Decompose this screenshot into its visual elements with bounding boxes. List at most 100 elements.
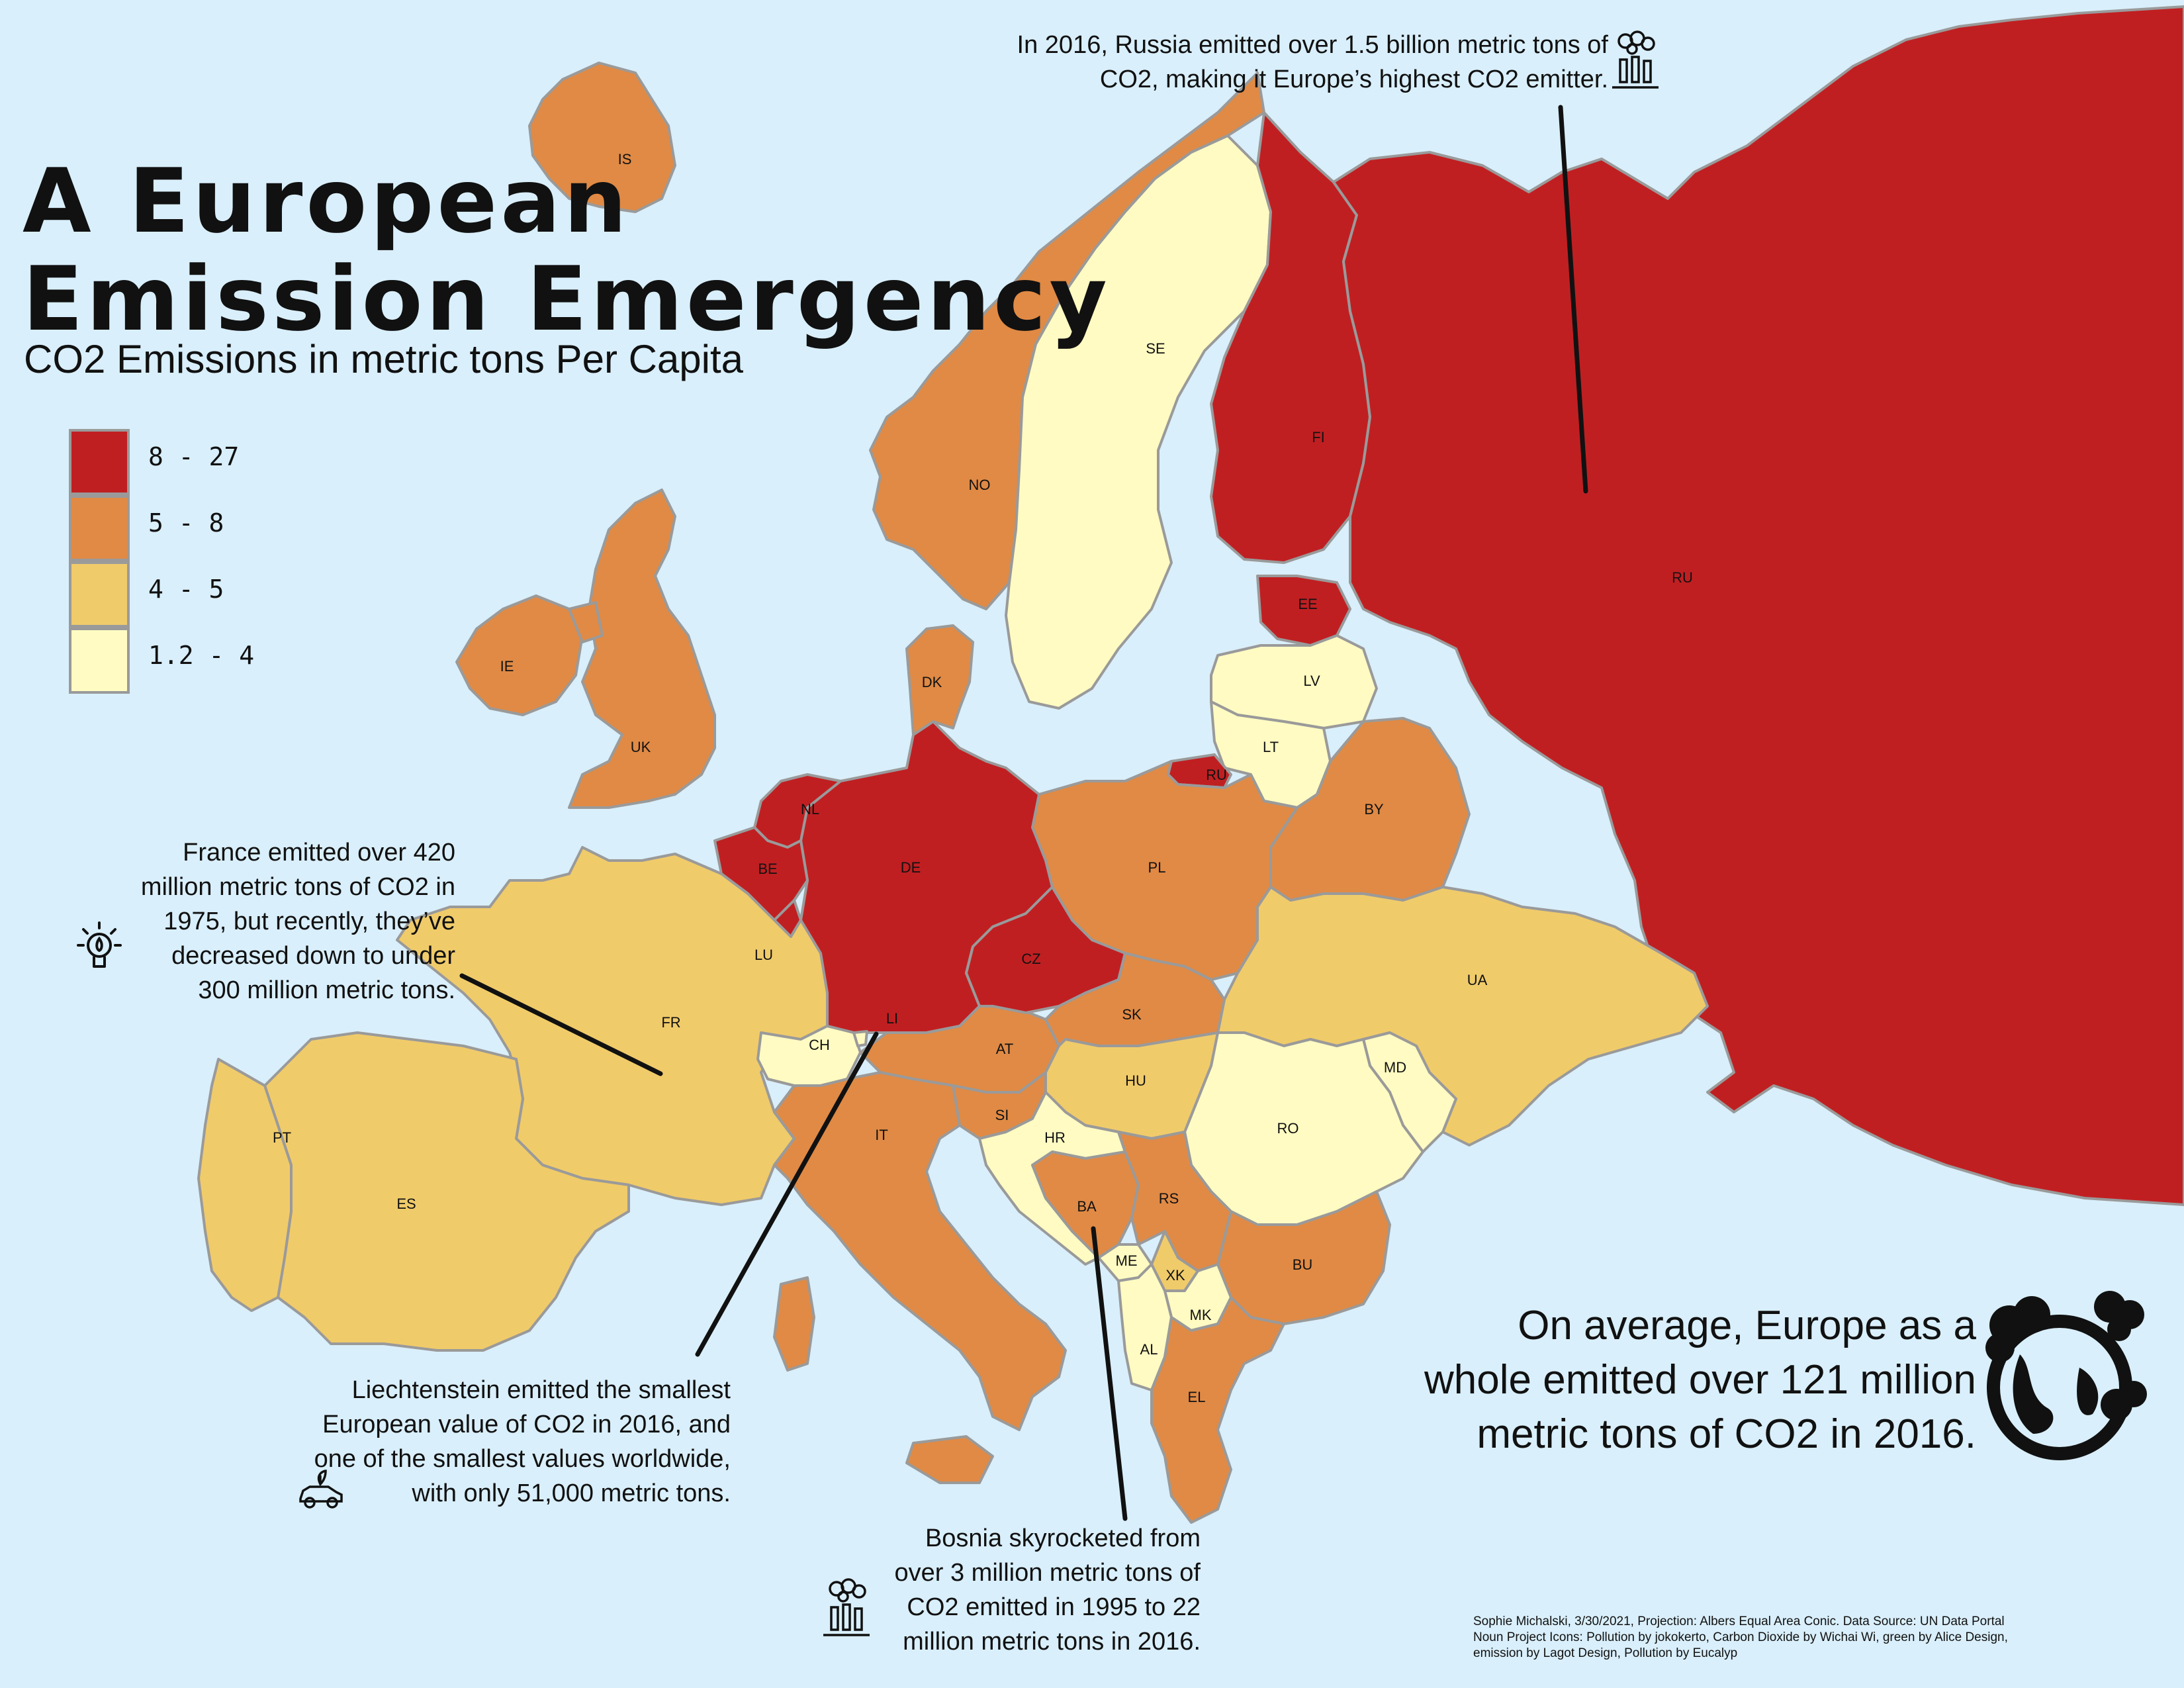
country-ru — [1332, 5, 2184, 1206]
annotation-line: European value of CO2 in 2016, and — [322, 1411, 731, 1438]
label-no: NO — [969, 477, 991, 493]
credits-line: emission by Lagot Design, Pollution by E… — [1473, 1646, 1738, 1660]
polluted-earth-icon — [1985, 1291, 2147, 1460]
leader-line-russia — [1558, 105, 1588, 494]
annotation-line: On average, Europe as a — [1518, 1303, 1976, 1348]
label-md: MD — [1384, 1059, 1406, 1076]
legend-label: 4 - 5 — [148, 575, 224, 604]
country-it — [773, 1071, 1067, 1431]
annotation-line: decreased down to under — [171, 942, 455, 970]
label-is: IS — [618, 151, 632, 167]
credits-line: Sophie Michalski, 3/30/2021, Projection:… — [1473, 1615, 2005, 1628]
annotation-line: with only 51,000 metric tons. — [412, 1479, 731, 1507]
label-lt: LT — [1263, 739, 1279, 755]
label-ru: RU — [1672, 569, 1693, 586]
factory-pollution-icon — [823, 1578, 870, 1636]
label-mk: MK — [1190, 1307, 1212, 1323]
annotation-line: CO2, making it Europe’s highest CO2 emit… — [1099, 66, 1608, 93]
label-si: SI — [995, 1107, 1009, 1123]
legend-swatch — [69, 495, 130, 561]
annotation-line: million metric tons of CO2 in — [140, 873, 455, 901]
annotation-line: 300 million metric tons. — [198, 976, 455, 1004]
country-ie — [455, 594, 584, 716]
russia-annotation: In 2016, Russia emitted over 1.5 billion… — [1017, 28, 1608, 97]
country-labels: IS NO SE FI RU EE LV LT RU BY UA MD RO B… — [273, 151, 1693, 1405]
annotation-line: France emitted over 420 — [183, 839, 455, 867]
country-it-sardinia — [773, 1276, 815, 1372]
label-ru-kaliningrad: RU — [1206, 767, 1227, 783]
label-el: EL — [1188, 1389, 1206, 1405]
label-de: DE — [901, 859, 921, 876]
label-cz: CZ — [1021, 951, 1040, 967]
country-el — [1150, 1296, 1285, 1524]
label-bu: BU — [1293, 1256, 1313, 1273]
annotation-line: Liechtenstein emitted the smallest — [351, 1376, 731, 1404]
label-me: ME — [1116, 1252, 1138, 1269]
label-nl: NL — [801, 801, 819, 818]
annotation-line: whole emitted over 121 million — [1424, 1357, 1976, 1403]
label-hr: HR — [1044, 1129, 1066, 1146]
label-ua: UA — [1467, 972, 1488, 988]
liechtenstein-annotation: Liechtenstein emitted the smallest Europ… — [314, 1373, 731, 1511]
europe-annotation: On average, Europe as a whole emitted ov… — [1424, 1299, 1976, 1462]
leader-line-bosnia — [1091, 1226, 1128, 1521]
credits-line: Noun Project Icons: Pollution by jokoker… — [1473, 1630, 2008, 1644]
label-al: AL — [1140, 1341, 1158, 1358]
legend-swatch — [69, 561, 130, 628]
countries-layer — [197, 5, 2184, 1524]
leader-line-liechtenstein — [695, 1031, 879, 1357]
label-ee: EE — [1298, 596, 1317, 612]
annotation-line: Bosnia skyrocketed from — [925, 1524, 1201, 1552]
green-car-icon — [299, 1470, 343, 1509]
label-lv: LV — [1303, 673, 1320, 689]
label-fi: FI — [1312, 429, 1325, 445]
annotation-line: one of the smallest values worldwide, — [314, 1445, 731, 1473]
map-title: A European Emission Emergency — [23, 152, 1111, 348]
label-li: LI — [886, 1010, 898, 1027]
annotation-line: metric tons of CO2 in 2016. — [1477, 1411, 1976, 1457]
label-pl: PL — [1148, 859, 1166, 876]
label-rs: RS — [1159, 1190, 1179, 1207]
factory-pollution-icon — [1612, 30, 1659, 89]
label-hu: HU — [1125, 1072, 1146, 1089]
annotation-line: million metric tons in 2016. — [903, 1628, 1201, 1656]
country-dk — [905, 624, 974, 736]
label-be: BE — [758, 861, 777, 877]
france-annotation: France emitted over 420 million metric t… — [141, 835, 455, 1008]
country-pt — [197, 1058, 293, 1312]
credits: Sophie Michalski, 3/30/2021, Projection:… — [1473, 1614, 2082, 1662]
leader-line-france — [459, 973, 663, 1076]
annotation-line: In 2016, Russia emitted over 1.5 billion… — [1017, 31, 1608, 59]
label-it: IT — [875, 1127, 888, 1143]
legend-label: 8 - 27 — [148, 442, 240, 471]
label-pt: PT — [273, 1129, 291, 1146]
country-uk — [568, 489, 716, 809]
country-se — [1005, 134, 1272, 710]
country-uk-ni — [568, 601, 604, 643]
label-ro: RO — [1277, 1120, 1299, 1137]
label-ba: BA — [1077, 1198, 1097, 1215]
country-ch — [756, 1025, 862, 1087]
leader-lines — [459, 105, 1588, 1521]
annotation-line: 1975, but recently, they’ve — [163, 908, 455, 935]
label-ch: CH — [809, 1037, 830, 1053]
label-xk: XK — [1165, 1267, 1185, 1284]
label-uk: UK — [631, 739, 651, 755]
label-dk: DK — [922, 674, 942, 690]
label-by: BY — [1364, 801, 1384, 818]
legend-swatch — [69, 429, 130, 495]
annotation-line: CO2 emitted in 1995 to 22 — [907, 1593, 1201, 1621]
label-sk: SK — [1122, 1006, 1142, 1023]
label-es: ES — [396, 1196, 416, 1212]
bosnia-annotation: Bosnia skyrocketed from over 3 million m… — [895, 1521, 1201, 1659]
country-li — [852, 1030, 868, 1047]
label-at: AT — [996, 1041, 1013, 1057]
lightbulb-icon — [77, 921, 122, 968]
label-ie: IE — [500, 658, 514, 675]
label-lu: LU — [754, 947, 773, 963]
label-fr: FR — [661, 1014, 680, 1031]
map-subtitle: CO2 Emissions in metric tons Per Capita — [24, 337, 744, 381]
annotation-line: over 3 million metric tons of — [894, 1559, 1201, 1587]
